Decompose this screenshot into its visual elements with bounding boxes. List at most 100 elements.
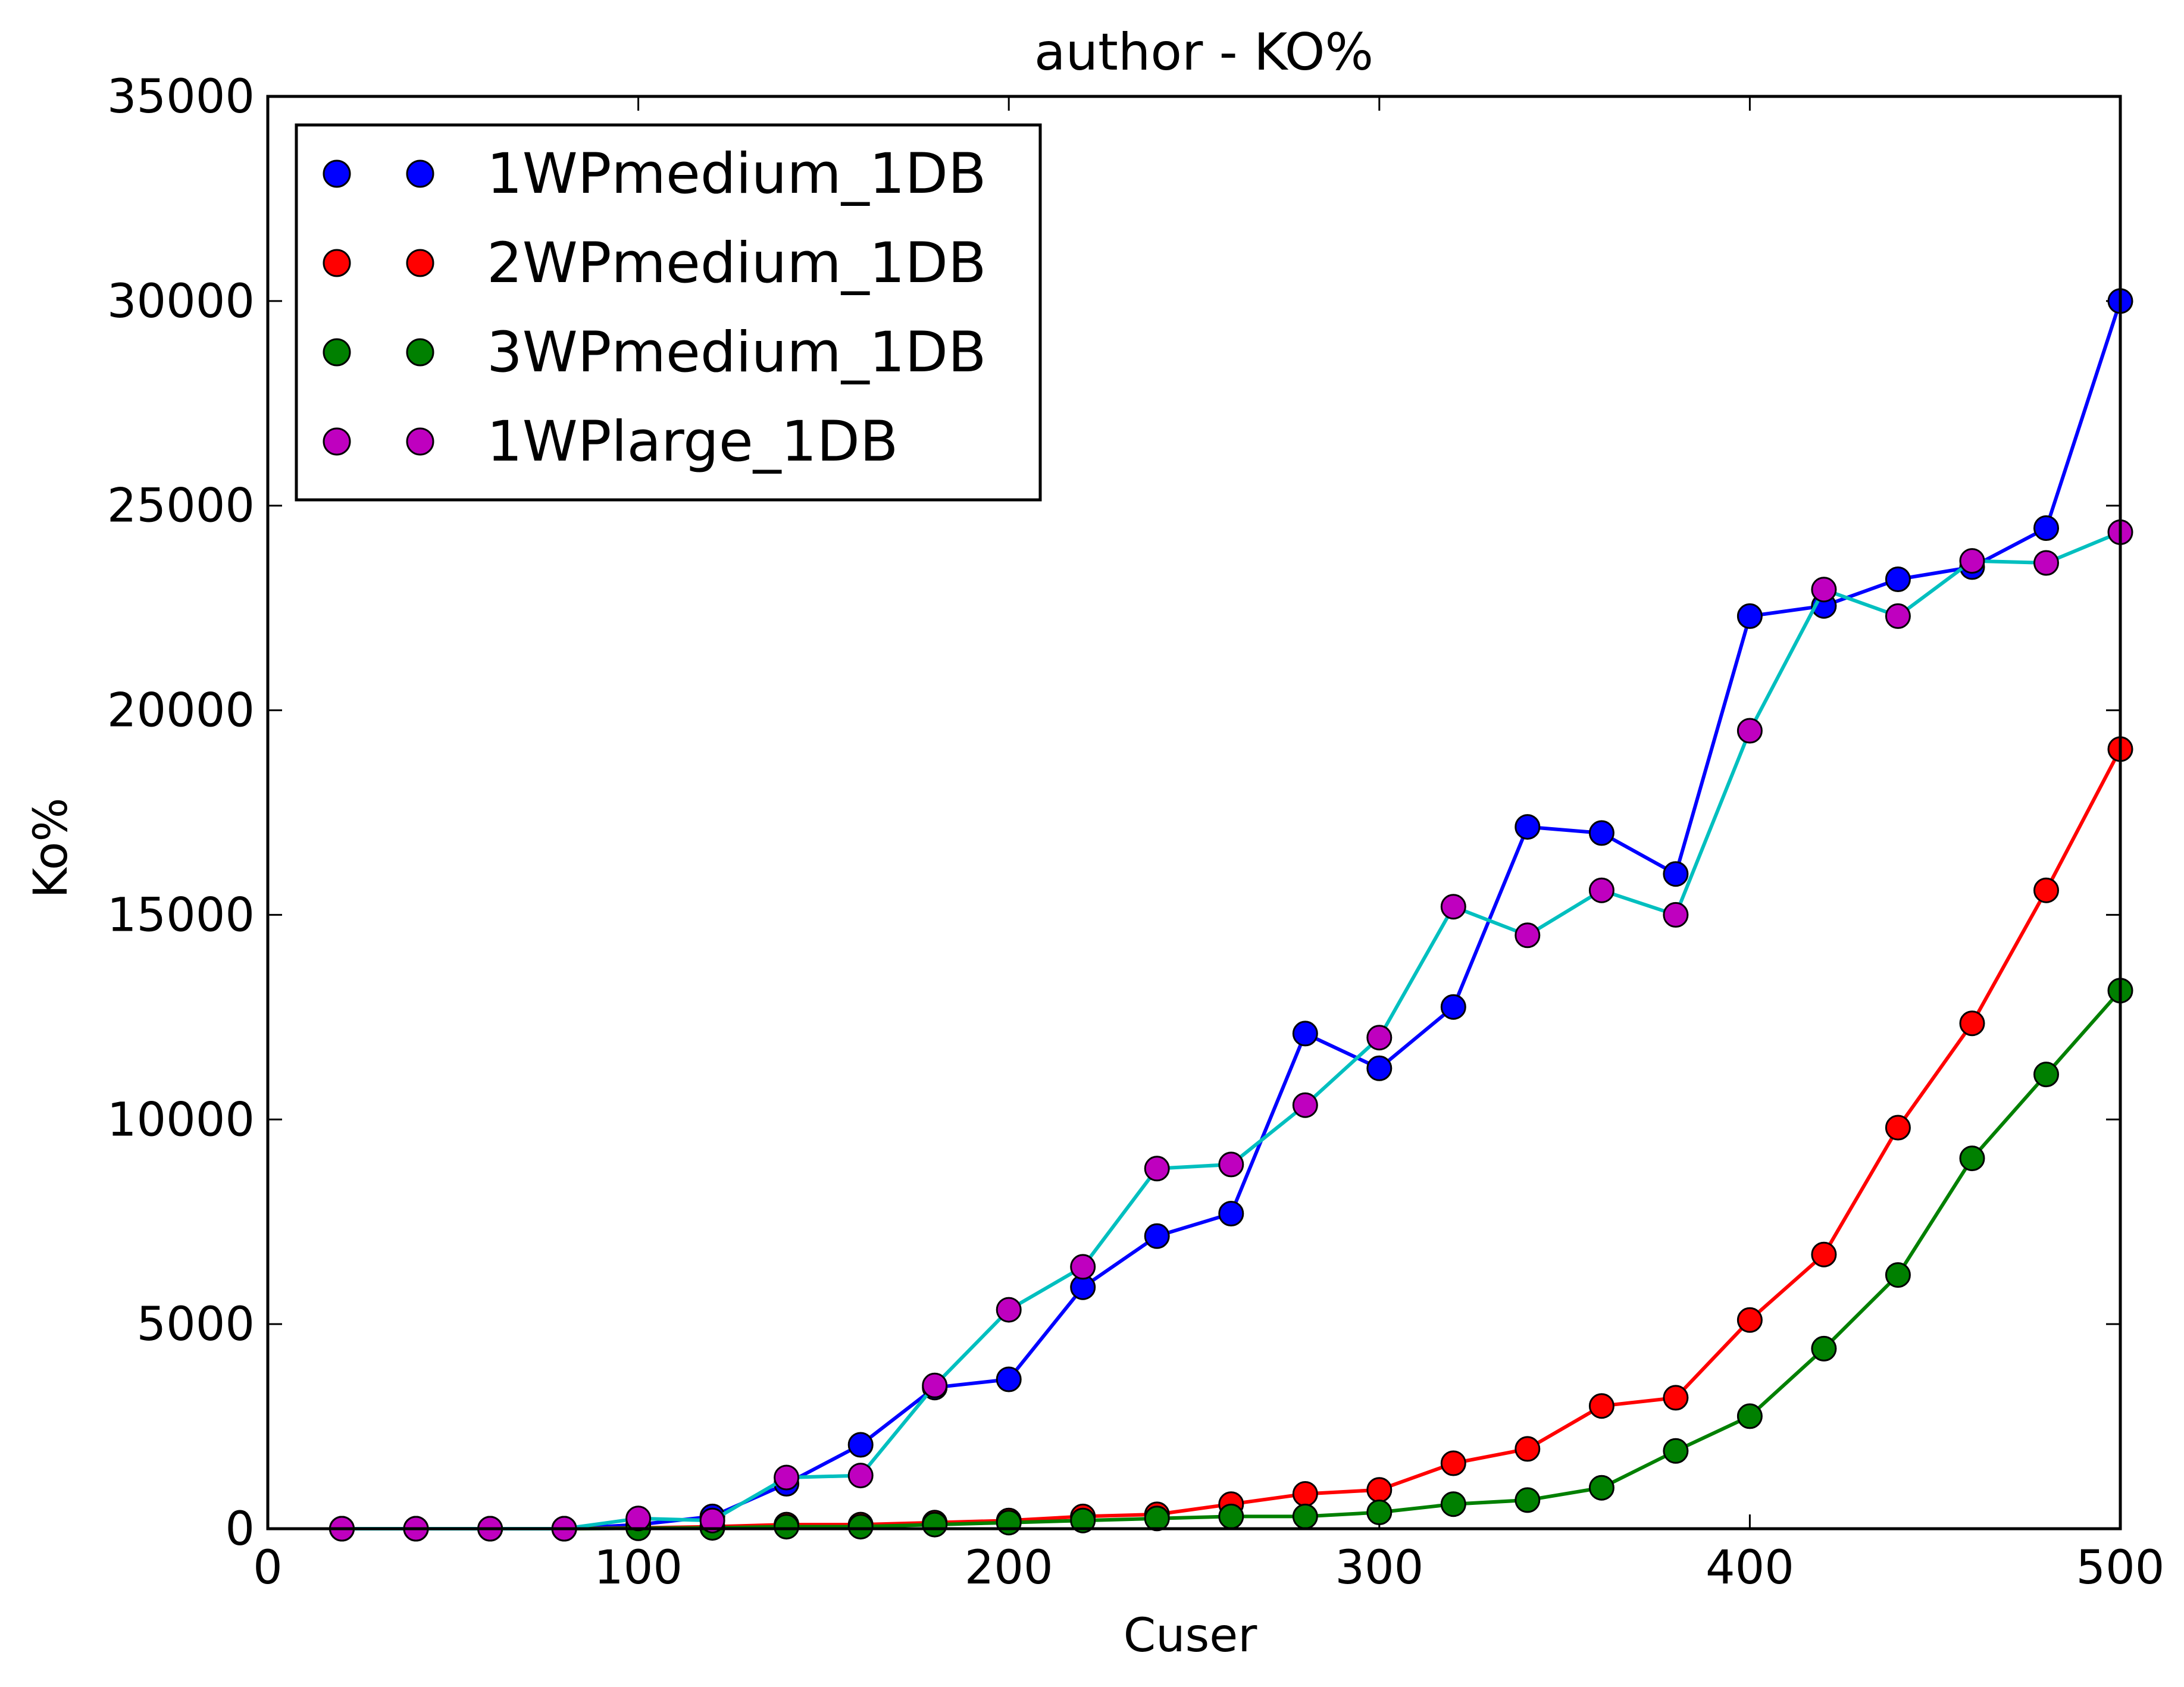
- data-point: [1218, 1503, 1244, 1529]
- y-tick-label: 5000: [136, 1298, 255, 1351]
- data-point: [1440, 1450, 1466, 1476]
- data-point: [2033, 550, 2059, 576]
- x-tick-label: 200: [965, 1541, 1053, 1595]
- data-point: [774, 1464, 800, 1491]
- data-point: [996, 1366, 1022, 1392]
- data-point: [1811, 577, 1837, 603]
- data-point: [1588, 820, 1614, 846]
- data-point: [1515, 1436, 1541, 1462]
- data-point: [2033, 1062, 2059, 1088]
- data-point: [2033, 515, 2059, 541]
- y-tick-label: 0: [225, 1503, 255, 1556]
- x-tick-label: 0: [253, 1541, 283, 1595]
- legend-marker: [406, 159, 434, 188]
- data-point: [774, 1514, 800, 1540]
- legend-marker: [406, 427, 434, 456]
- data-point: [2033, 877, 2059, 903]
- data-point: [1440, 994, 1466, 1020]
- series-1WPlarge_1DB: [329, 519, 2133, 1542]
- legend-marker: [323, 338, 351, 367]
- data-point: [1811, 1335, 1837, 1362]
- data-point: [1218, 1151, 1244, 1178]
- data-point: [699, 1507, 725, 1533]
- data-point: [1663, 902, 1689, 928]
- data-point: [1588, 1475, 1614, 1501]
- data-point: [1440, 1491, 1466, 1517]
- data-point: [1144, 1156, 1170, 1182]
- data-point: [1144, 1506, 1170, 1532]
- y-tick-label: 30000: [107, 275, 255, 328]
- data-point: [996, 1297, 1022, 1323]
- chart-title: author - KO%: [1034, 23, 1373, 82]
- legend-item: 1WPlarge_1DB: [323, 409, 898, 474]
- x-tick-label: 400: [1706, 1541, 1794, 1595]
- data-point: [1070, 1507, 1096, 1533]
- data-point: [1366, 1477, 1393, 1503]
- data-point: [1515, 814, 1541, 840]
- data-point: [1885, 566, 1911, 592]
- data-point: [1663, 1438, 1689, 1464]
- legend-label: 3WPmedium_1DB: [487, 320, 986, 385]
- data-point: [847, 1463, 874, 1489]
- data-point: [1736, 1403, 1763, 1429]
- data-point: [1885, 603, 1911, 629]
- y-tick-label: 10000: [107, 1093, 255, 1147]
- x-axis-label: Cuser: [1124, 1609, 1258, 1663]
- data-point: [1885, 1262, 1911, 1288]
- legend-marker: [323, 249, 351, 277]
- data-point: [1811, 1241, 1837, 1267]
- y-axis-label: Ko%: [24, 797, 78, 898]
- data-point: [1588, 877, 1614, 903]
- data-point: [1736, 718, 1763, 744]
- data-point: [847, 1432, 874, 1458]
- data-point: [1515, 922, 1541, 949]
- x-tick-label: 300: [1335, 1541, 1423, 1595]
- data-point: [1440, 894, 1466, 920]
- legend-marker: [323, 159, 351, 188]
- data-point: [996, 1510, 1022, 1536]
- x-tick-label: 500: [2076, 1541, 2165, 1595]
- data-point: [922, 1511, 948, 1538]
- legend-marker: [406, 338, 434, 367]
- data-point: [1959, 1010, 1985, 1037]
- data-point: [1366, 1025, 1393, 1051]
- data-point: [1366, 1500, 1393, 1525]
- data-point: [625, 1506, 652, 1532]
- data-point: [1663, 1385, 1689, 1411]
- data-point: [1144, 1223, 1170, 1249]
- x-tick-label: 100: [594, 1541, 683, 1595]
- data-point: [1736, 603, 1763, 629]
- legend-label: 2WPmedium_1DB: [487, 231, 986, 296]
- data-point: [1588, 1393, 1614, 1419]
- legend-label: 1WPlarge_1DB: [487, 409, 898, 474]
- y-tick-label: 35000: [107, 70, 255, 124]
- series-layer: [329, 288, 2133, 1542]
- legend: 1WPmedium_1DB 2WPmedium_1DB 3WPmedium_1DB 1…: [295, 123, 1042, 502]
- legend-item: 1WPmedium_1DB: [323, 142, 986, 206]
- y-tick-label: 20000: [107, 684, 255, 738]
- legend-item: 2WPmedium_1DB: [323, 231, 986, 296]
- data-point: [1292, 1021, 1318, 1047]
- data-point: [847, 1514, 874, 1540]
- y-tick-label: 15000: [107, 888, 255, 942]
- data-point: [922, 1372, 948, 1398]
- data-point: [1959, 1145, 1985, 1172]
- data-point: [1663, 861, 1689, 887]
- data-point: [1515, 1487, 1541, 1513]
- legend-marker: [323, 427, 351, 456]
- legend-marker: [406, 249, 434, 277]
- legend-label: 1WPmedium_1DB: [487, 142, 986, 206]
- y-tick-label: 25000: [107, 480, 255, 533]
- tick-labels: 0 100 200 300 400 500050001000015000200002500…: [107, 70, 2165, 1595]
- data-point: [1736, 1307, 1763, 1333]
- data-point: [1366, 1055, 1393, 1081]
- data-point: [1070, 1254, 1096, 1280]
- plot-area-frame: [266, 95, 2122, 1530]
- data-point: [1218, 1201, 1244, 1226]
- legend-item: 3WPmedium_1DB: [323, 320, 986, 385]
- data-point: [1292, 1481, 1318, 1507]
- data-point: [1292, 1503, 1318, 1529]
- data-point: [1959, 548, 1985, 574]
- data-point: [1292, 1092, 1318, 1118]
